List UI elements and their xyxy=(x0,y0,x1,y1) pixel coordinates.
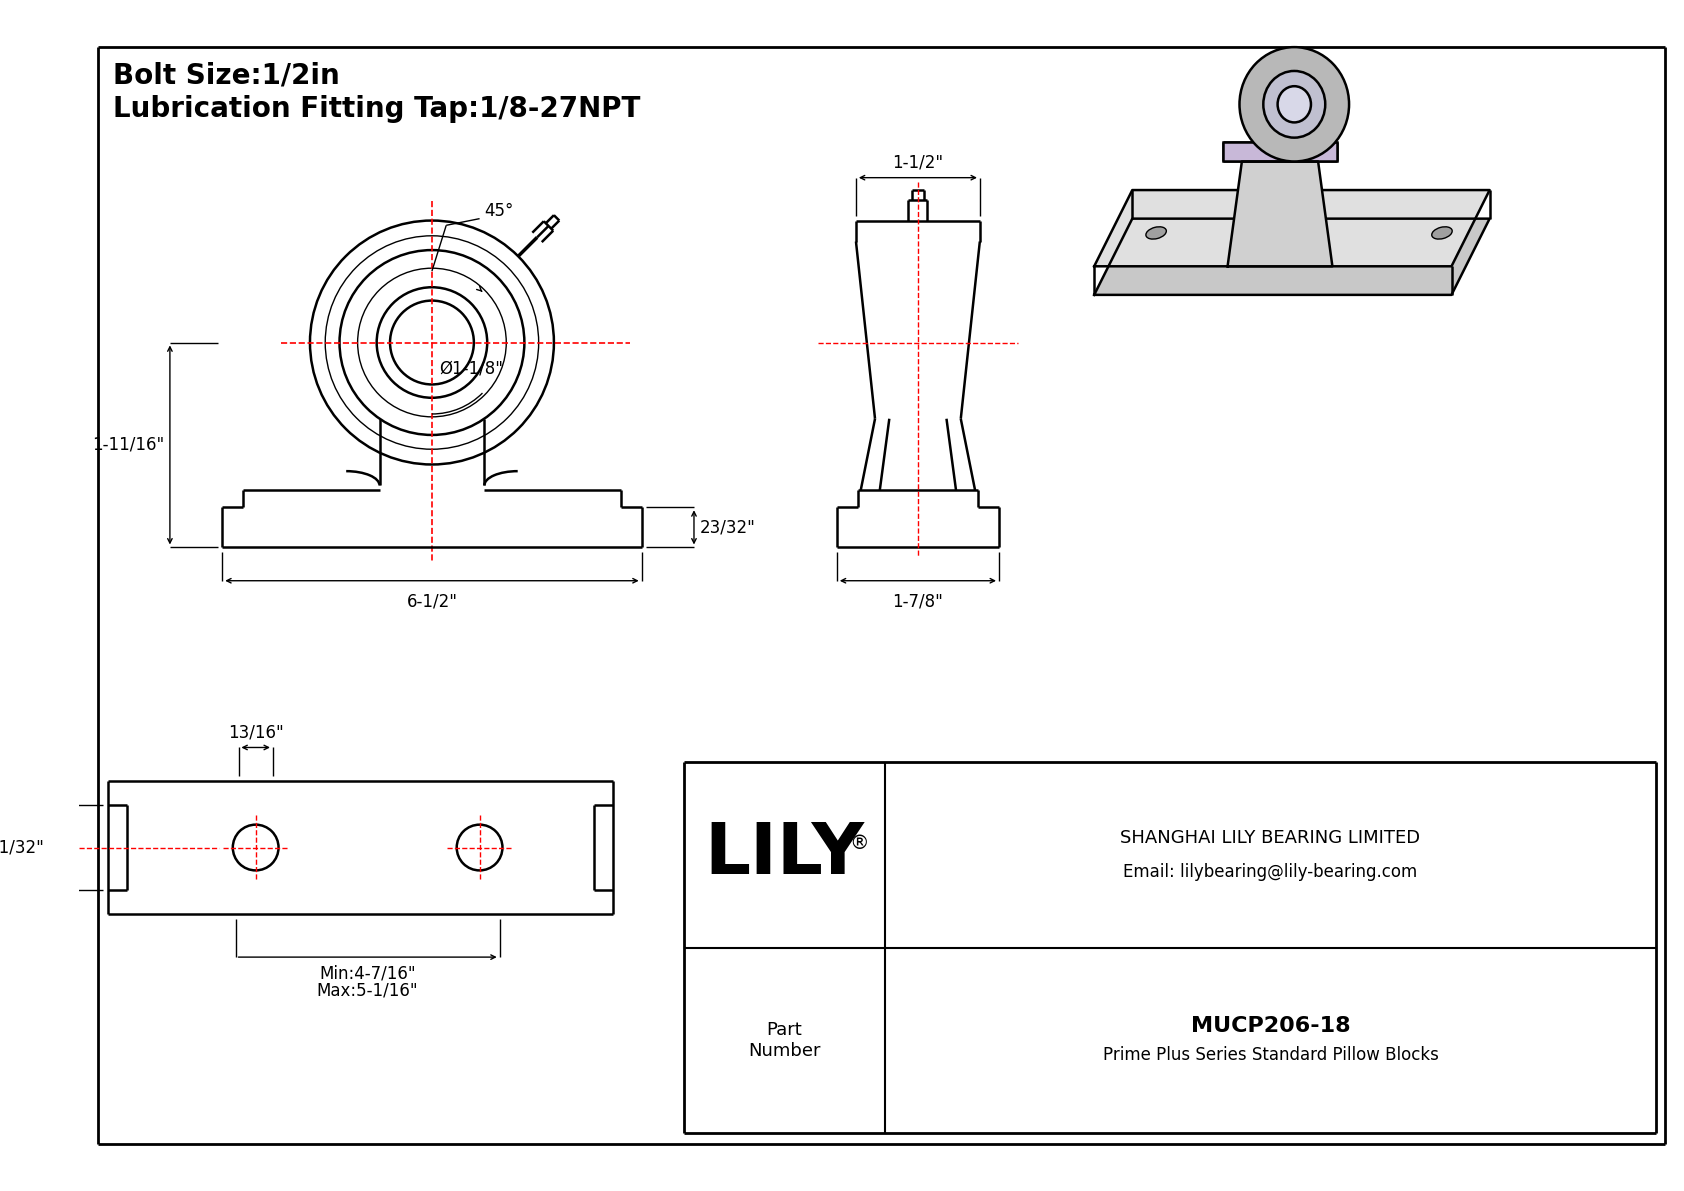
Text: Max:5-1/16": Max:5-1/16" xyxy=(317,981,418,1000)
Text: 21/32": 21/32" xyxy=(0,838,45,856)
Text: Lubrication Fitting Tap:1/8-27NPT: Lubrication Fitting Tap:1/8-27NPT xyxy=(113,95,640,123)
Text: Email: lilybearing@lily-bearing.com: Email: lilybearing@lily-bearing.com xyxy=(1123,862,1418,881)
Text: 1-11/16": 1-11/16" xyxy=(93,436,163,454)
Text: 6-1/2": 6-1/2" xyxy=(406,592,458,610)
Text: ®: ® xyxy=(849,834,869,853)
Text: Min:4-7/16": Min:4-7/16" xyxy=(320,965,416,983)
Polygon shape xyxy=(1228,162,1332,267)
Text: Prime Plus Series Standard Pillow Blocks: Prime Plus Series Standard Pillow Blocks xyxy=(1103,1046,1438,1064)
Text: 45°: 45° xyxy=(485,202,514,220)
Text: 23/32": 23/32" xyxy=(699,518,756,536)
Polygon shape xyxy=(1095,191,1490,267)
Text: Part
Number: Part Number xyxy=(748,1021,820,1060)
Text: LILY: LILY xyxy=(704,821,864,890)
Text: SHANGHAI LILY BEARING LIMITED: SHANGHAI LILY BEARING LIMITED xyxy=(1120,829,1421,847)
Ellipse shape xyxy=(1145,226,1167,239)
Text: Ø1-1/8": Ø1-1/8" xyxy=(440,360,504,378)
Polygon shape xyxy=(1223,143,1337,162)
Text: Bolt Size:1/2in: Bolt Size:1/2in xyxy=(113,62,340,89)
Text: 1-7/8": 1-7/8" xyxy=(893,592,943,610)
Ellipse shape xyxy=(1263,71,1325,138)
Text: MUCP206-18: MUCP206-18 xyxy=(1191,1016,1351,1036)
Text: 1-1/2": 1-1/2" xyxy=(893,154,943,172)
Ellipse shape xyxy=(1239,48,1349,162)
Text: 13/16": 13/16" xyxy=(227,724,283,742)
Ellipse shape xyxy=(1431,226,1452,239)
Polygon shape xyxy=(1095,219,1490,295)
Ellipse shape xyxy=(1278,86,1310,123)
